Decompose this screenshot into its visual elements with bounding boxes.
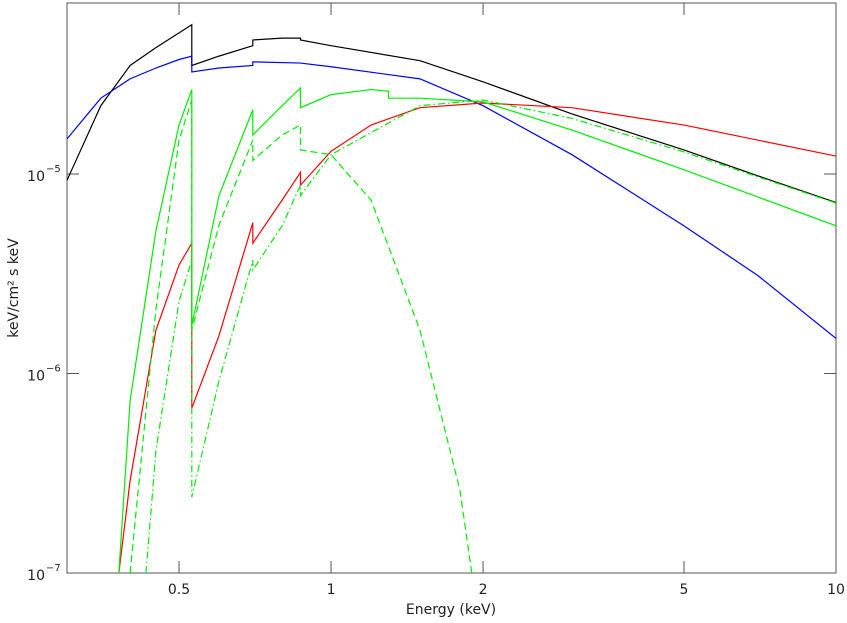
x-tick-label: 2 bbox=[479, 582, 488, 598]
y-tick-label: 10 bbox=[27, 369, 45, 385]
series-line bbox=[67, 23, 836, 204]
series-line bbox=[118, 86, 836, 573]
plot-frame bbox=[66, 2, 837, 574]
y-tick-label: 10 bbox=[27, 568, 45, 584]
y-tick-exponent: −6 bbox=[46, 364, 61, 375]
series-line bbox=[118, 102, 836, 573]
y-tick-exponent: −5 bbox=[46, 164, 61, 175]
series-line bbox=[67, 55, 836, 339]
series-line bbox=[129, 99, 473, 573]
y-tick-label: 10 bbox=[27, 169, 45, 185]
x-axis-label: Energy (keV) bbox=[406, 602, 496, 618]
x-tick-label: 1 bbox=[327, 582, 336, 598]
x-tick-label: 10 bbox=[827, 582, 845, 598]
series-line bbox=[145, 99, 836, 573]
y-tick-exponent: −7 bbox=[46, 563, 61, 574]
x-tick-label: 0.5 bbox=[168, 582, 190, 598]
x-tick-label: 5 bbox=[680, 582, 689, 598]
y-axis-label: keV/cm² s keV bbox=[6, 238, 22, 338]
